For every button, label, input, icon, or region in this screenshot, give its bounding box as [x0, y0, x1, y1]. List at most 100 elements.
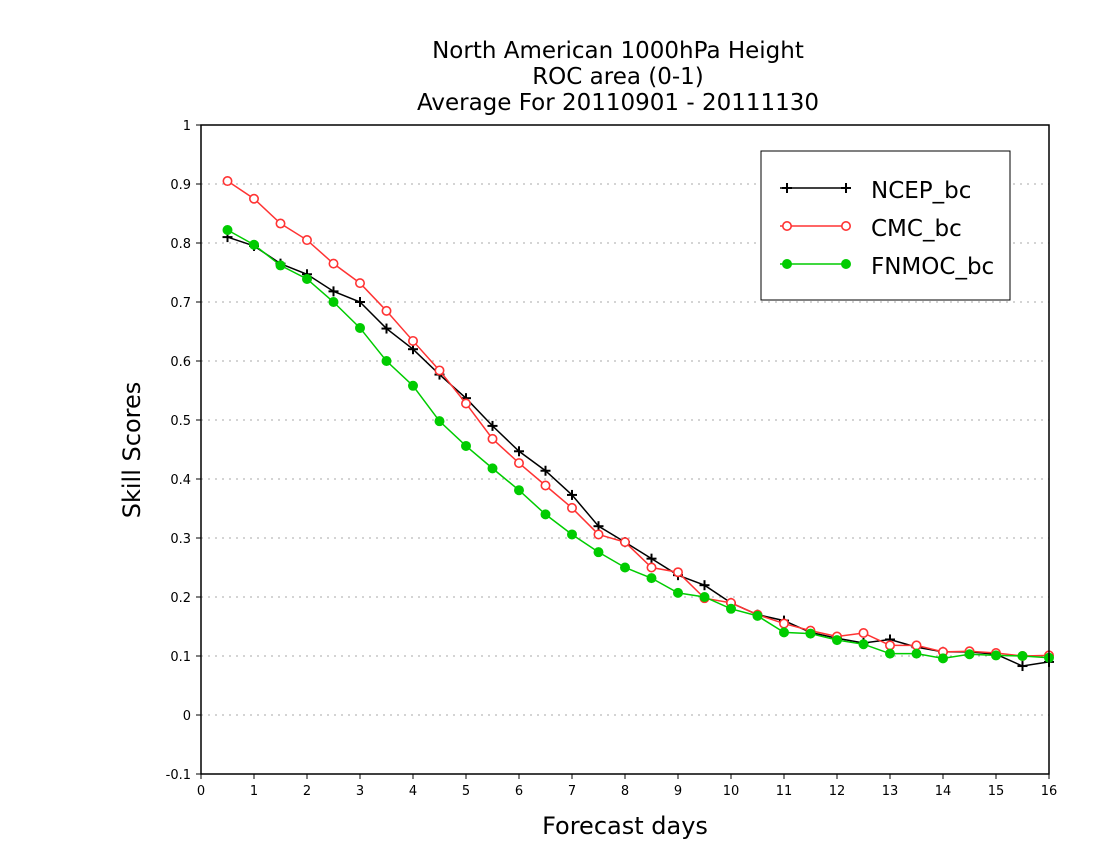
- x-tick-label: 3: [356, 784, 364, 799]
- data-point-ncep: [514, 446, 524, 457]
- data-point-fnmoc: [911, 648, 922, 659]
- x-tick-label: 13: [882, 784, 899, 799]
- data-point-cmc: [249, 193, 260, 204]
- legend-marker-fnmoc: [782, 259, 792, 269]
- x-tick-label: 0: [197, 784, 205, 799]
- data-point-fnmoc: [726, 603, 736, 614]
- x-tick-label: 15: [988, 784, 1005, 799]
- data-point-fnmoc: [381, 356, 392, 366]
- data-point-cmc: [566, 502, 577, 513]
- data-point-cmc: [354, 278, 365, 289]
- data-point-fnmoc: [805, 628, 816, 639]
- data-point-cmc: [460, 398, 471, 409]
- data-point-fnmoc: [302, 273, 312, 284]
- data-point-fnmoc: [249, 239, 259, 250]
- x-tick-label: 6: [515, 784, 523, 799]
- data-point-fnmoc: [779, 627, 789, 638]
- chart-title: North American 1000hPa Height ROC area (…: [417, 38, 819, 116]
- x-tick-label: 1: [250, 784, 258, 799]
- title-line-3: Average For 20110901 - 20111130: [417, 90, 819, 116]
- x-tick-label: 10: [723, 784, 740, 799]
- legend-marker-fnmoc: [841, 259, 851, 269]
- data-point-fnmoc: [858, 639, 869, 650]
- y-tick-label: 0: [183, 709, 191, 724]
- x-axis-label: Forecast days: [542, 812, 708, 840]
- data-point-cmc: [222, 176, 233, 187]
- y-tick-label: 0.9: [170, 178, 191, 193]
- data-point-fnmoc: [938, 653, 948, 664]
- x-tick-label: 4: [409, 784, 417, 799]
- data-point-cmc: [911, 640, 922, 651]
- series-cmc: [222, 176, 1055, 661]
- data-point-cmc: [858, 627, 869, 638]
- y-tick-label: 0.1: [170, 650, 191, 665]
- data-point-fnmoc: [885, 648, 895, 659]
- data-point-fnmoc: [699, 592, 710, 602]
- legend-swatches: [780, 183, 851, 269]
- tick-layer: -0.100.10.20.30.40.50.60.70.80.910 1 2 3 4 5 6…: [166, 119, 1058, 799]
- data-point-ncep: [646, 553, 657, 564]
- data-point-ncep: [328, 286, 339, 297]
- data-point-cmc: [407, 335, 418, 346]
- legend-label-ncep: NCEP_bc: [871, 178, 971, 204]
- data-point-cmc: [487, 433, 498, 444]
- data-point-fnmoc: [991, 650, 1001, 661]
- data-point-ncep: [699, 580, 710, 591]
- y-tick-label: 0.7: [170, 296, 191, 311]
- legend-marker-ncep: [782, 183, 792, 193]
- data-point-fnmoc: [1017, 651, 1028, 661]
- data-point-cmc: [381, 305, 392, 316]
- data-point-fnmoc: [275, 260, 286, 271]
- y-tick-label: 0.6: [170, 355, 191, 370]
- data-point-cmc: [778, 618, 789, 629]
- legend: NCEP_bc CMC_bc FNMOC_bc: [760, 150, 1011, 301]
- data-point-cmc: [540, 480, 551, 491]
- data-point-cmc: [884, 640, 895, 651]
- data-point-ncep: [381, 323, 392, 334]
- title-line-1: North American 1000hPa Height: [432, 38, 804, 64]
- x-tick-label: 14: [935, 784, 952, 799]
- x-tick-label: 8: [621, 784, 629, 799]
- x-tick-label: 12: [829, 784, 846, 799]
- y-axis-label: Skill Scores: [118, 382, 146, 519]
- x-tick-label: 7: [568, 784, 576, 799]
- x-tick-label: 11: [776, 784, 793, 799]
- data-point-fnmoc: [408, 380, 418, 391]
- y-tick-label: 0.8: [170, 237, 191, 252]
- x-tick-label: 16: [1041, 784, 1058, 799]
- data-point-fnmoc: [593, 547, 604, 558]
- legend-marker-ncep: [841, 183, 851, 193]
- data-point-fnmoc: [567, 529, 577, 540]
- data-point-cmc: [672, 567, 683, 578]
- data-point-fnmoc: [461, 440, 471, 451]
- data-point-fnmoc: [487, 463, 498, 474]
- x-tick-label: 9: [674, 784, 682, 799]
- series-layer: [222, 176, 1055, 672]
- series-line-ncep: [227, 236, 1050, 667]
- legend-label-cmc: CMC_bc: [871, 216, 962, 242]
- data-point-fnmoc: [964, 649, 975, 660]
- data-point-fnmoc: [646, 573, 657, 584]
- data-point-ncep: [567, 489, 577, 500]
- data-point-fnmoc: [328, 297, 339, 307]
- data-point-cmc: [301, 235, 312, 246]
- data-point-fnmoc: [434, 416, 445, 427]
- y-tick-label: 0.3: [170, 532, 191, 547]
- data-point-fnmoc: [620, 562, 630, 573]
- y-tick-label: -0.1: [166, 768, 191, 783]
- data-point-cmc: [513, 458, 524, 469]
- data-point-cmc: [619, 537, 630, 548]
- data-point-fnmoc: [222, 225, 233, 236]
- legend-label-fnmoc: FNMOC_bc: [871, 254, 994, 280]
- data-point-ncep: [1017, 661, 1028, 672]
- title-line-2: ROC area (0-1): [532, 64, 704, 90]
- data-point-ncep: [487, 420, 498, 431]
- data-point-cmc: [434, 365, 445, 376]
- series-fnmoc: [222, 225, 1054, 664]
- data-point-cmc: [275, 218, 286, 229]
- legend-marker-cmc: [840, 221, 851, 232]
- data-point-fnmoc: [540, 509, 551, 520]
- data-point-cmc: [593, 529, 604, 540]
- data-point-ncep: [355, 297, 365, 307]
